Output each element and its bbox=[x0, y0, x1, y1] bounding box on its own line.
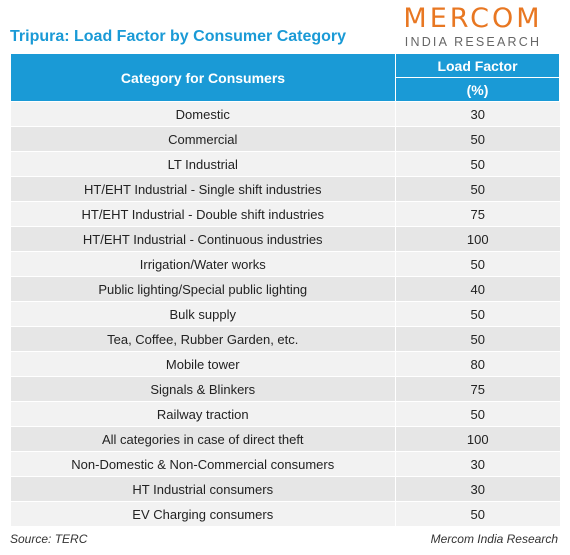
table-row: LT Industrial 50 bbox=[10, 151, 560, 177]
load-factor-cell: 80 bbox=[395, 351, 560, 377]
category-cell: Railway traction bbox=[10, 401, 396, 427]
load-factor-cell: 50 bbox=[395, 301, 560, 327]
category-cell: Domestic bbox=[10, 101, 396, 127]
source-note: Source: TERC bbox=[10, 532, 88, 546]
category-cell: Signals & Blinkers bbox=[10, 376, 396, 402]
page-title: Tripura: Load Factor by Consumer Categor… bbox=[10, 28, 347, 45]
table-row: Commercial 50 bbox=[10, 126, 560, 152]
load-factor-cell: 75 bbox=[395, 376, 560, 402]
category-cell: Bulk supply bbox=[10, 301, 396, 327]
load-factor-cell: 50 bbox=[395, 176, 560, 202]
load-factor-cell: 50 bbox=[395, 151, 560, 177]
category-cell: Mobile tower bbox=[10, 351, 396, 377]
load-factor-cell: 100 bbox=[395, 226, 560, 252]
credit-note: Mercom India Research bbox=[430, 532, 558, 546]
load-factor-cell: 50 bbox=[395, 126, 560, 152]
table-row: HT/EHT Industrial - Continuous industrie… bbox=[10, 226, 560, 252]
category-cell: LT Industrial bbox=[10, 151, 396, 177]
table-row: Mobile tower 80 bbox=[10, 351, 560, 377]
table-row: Bulk supply 50 bbox=[10, 301, 560, 327]
table-row: HT Industrial consumers 30 bbox=[10, 476, 560, 502]
table-row: Domestic 30 bbox=[10, 101, 560, 127]
load-factor-table: Category for Consumers Load Factor (%) D… bbox=[10, 53, 560, 527]
load-factor-cell: 100 bbox=[395, 426, 560, 452]
table-row: Non-Domestic & Non-Commercial consumers 3… bbox=[10, 451, 560, 477]
table-row: Irrigation/Water works 50 bbox=[10, 251, 560, 277]
logo-sub-text: INDIA RESEARCH bbox=[404, 35, 542, 49]
category-cell: HT/EHT Industrial - Single shift industr… bbox=[10, 176, 396, 202]
table-row: HT/EHT Industrial - Single shift industr… bbox=[10, 176, 560, 202]
category-cell: HT/EHT Industrial - Double shift industr… bbox=[10, 201, 396, 227]
table-row: Tea, Coffee, Rubber Garden, etc. 50 bbox=[10, 326, 560, 352]
table-row: Signals & Blinkers 75 bbox=[10, 376, 560, 402]
load-factor-cell: 40 bbox=[395, 276, 560, 302]
load-factor-cell: 30 bbox=[395, 451, 560, 477]
load-factor-cell: 30 bbox=[395, 101, 560, 127]
category-cell: EV Charging consumers bbox=[10, 501, 396, 527]
category-cell: Commercial bbox=[10, 126, 396, 152]
table-row: HT/EHT Industrial - Double shift industr… bbox=[10, 201, 560, 227]
load-factor-cell: 50 bbox=[395, 401, 560, 427]
table-row: Public lighting/Special public lighting 4… bbox=[10, 276, 560, 302]
category-cell: Public lighting/Special public lighting bbox=[10, 276, 396, 302]
category-cell: Non-Domestic & Non-Commercial consumers bbox=[10, 451, 396, 477]
load-factor-cell: 50 bbox=[395, 326, 560, 352]
load-factor-cell: 75 bbox=[395, 201, 560, 227]
header-category: Category for Consumers bbox=[10, 53, 396, 102]
table-row: Railway traction 50 bbox=[10, 401, 560, 427]
category-cell: HT Industrial consumers bbox=[10, 476, 396, 502]
category-cell: Irrigation/Water works bbox=[10, 251, 396, 277]
category-cell: All categories in case of direct theft bbox=[10, 426, 396, 452]
category-cell: Tea, Coffee, Rubber Garden, etc. bbox=[10, 326, 396, 352]
table-row: EV Charging consumers 50 bbox=[10, 501, 560, 527]
mercom-logo: MERCOM INDIA RESEARCH bbox=[388, 4, 558, 50]
table-row: All categories in case of direct theft 10… bbox=[10, 426, 560, 452]
load-factor-cell: 50 bbox=[395, 251, 560, 277]
load-factor-cell: 30 bbox=[395, 476, 560, 502]
table-body: Domestic 30 Commercial 50 LT Industrial 50 HT/… bbox=[10, 101, 560, 527]
header-unit: (%) bbox=[395, 77, 560, 102]
load-factor-cell: 50 bbox=[395, 501, 560, 527]
category-cell: HT/EHT Industrial - Continuous industrie… bbox=[10, 226, 396, 252]
logo-main-text: MERCOM bbox=[403, 3, 543, 34]
header-load-factor: Load Factor bbox=[395, 53, 560, 78]
